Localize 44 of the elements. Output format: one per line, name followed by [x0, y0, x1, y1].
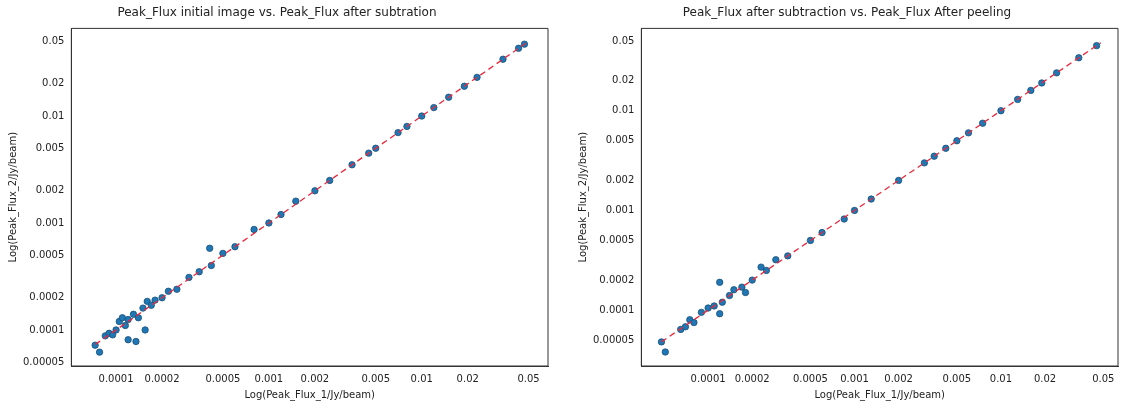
y-tick-label: 0.0002	[599, 273, 635, 285]
y-tick-label: 0.002	[35, 184, 65, 196]
y-tick-label: 0.0001	[599, 303, 635, 315]
x-tick-label: 0.0005	[205, 372, 241, 384]
x-tick-label: 0.005	[361, 372, 391, 384]
y-tick-label: 0.00005	[592, 333, 635, 345]
x-axis-title: Log(Peak_Flux_1/Jy/beam)	[244, 388, 376, 401]
y-tick-label: 0.0005	[29, 248, 65, 260]
y-tick-label: 0.0002	[29, 291, 65, 303]
chart-title: Peak_Flux after subtraction vs. Peak_Flux After peeling	[682, 5, 1012, 20]
chart-title: Peak_Flux initial image vs. Peak_Flux after subtration	[117, 5, 437, 20]
y-tick-label: 0.05	[42, 34, 65, 46]
y-axis-title: Log(Peak_Flux_2/Jy/beam)	[6, 131, 19, 263]
x-tick-label: 0.0002	[734, 372, 770, 384]
y-tick-label: 0.005	[605, 134, 635, 146]
x-tick-label: 0.002	[884, 372, 913, 384]
y-tick-label: 0.00005	[22, 355, 65, 367]
x-tick-label: 0.01	[410, 372, 433, 384]
y-tick-label: 0.0005	[599, 234, 635, 246]
x-tick-label: 0.005	[942, 372, 972, 384]
y-tick-label: 0.001	[35, 216, 65, 228]
y-tick-label: 0.01	[42, 109, 65, 121]
y-tick-label: 0.05	[612, 34, 635, 46]
x-tick-label: 0.002	[300, 372, 330, 384]
x-tick-label: 0.02	[1033, 372, 1057, 384]
x-tick-label: 0.01	[989, 372, 1013, 384]
y-tick-label: 0.002	[605, 174, 635, 186]
x-tick-label: 0.0005	[792, 372, 828, 384]
x-tick-label: 0.0001	[690, 372, 726, 384]
x-tick-label: 0.02	[456, 372, 479, 384]
x-tick-label: 0.0001	[98, 372, 134, 384]
y-axis-title: Log(Peak_Flux_2/Jy/beam)	[576, 131, 589, 263]
x-tick-label: 0.001	[840, 372, 869, 384]
x-axis-title: Log(Peak_Flux_1/Jy/beam)	[814, 388, 946, 401]
x-tick-label: 0.05	[1092, 372, 1115, 384]
y-tick-label: 0.005	[35, 141, 65, 153]
y-tick-label: 0.0001	[29, 323, 65, 335]
x-tick-label: 0.0002	[144, 372, 180, 384]
x-tick-label: 0.05	[517, 372, 540, 384]
y-tick-label: 0.02	[42, 77, 65, 89]
y-tick-label: 0.01	[612, 104, 635, 116]
x-tick-label: 0.001	[254, 372, 284, 384]
y-tick-label: 0.001	[605, 204, 635, 216]
y-tick-label: 0.02	[612, 74, 635, 86]
